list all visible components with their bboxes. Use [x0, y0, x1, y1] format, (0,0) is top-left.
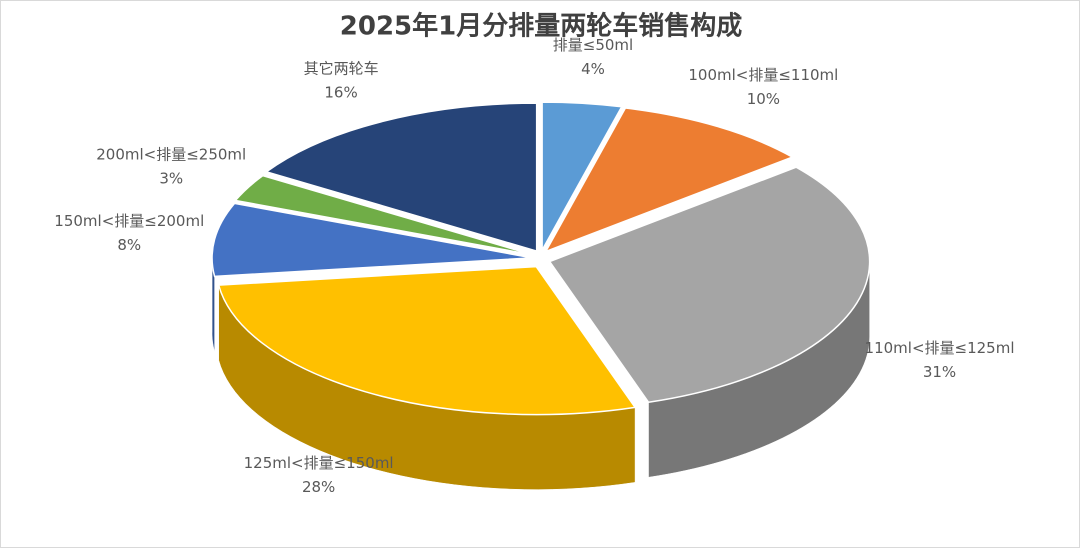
- slice-label: 200ml<排量≤250ml: [96, 145, 246, 163]
- value-label: 28%: [302, 478, 335, 496]
- value-label: 8%: [117, 236, 141, 254]
- value-label: 3%: [159, 169, 183, 187]
- pie-slice: [548, 166, 871, 404]
- value-label: 31%: [923, 363, 956, 381]
- slice-label: 其它两轮车: [304, 60, 379, 78]
- slice-label: 150ml<排量≤200ml: [54, 212, 204, 230]
- pie-slice: [217, 265, 637, 416]
- slice-label: 125ml<排量≤150ml: [244, 454, 394, 472]
- chart-title: 2025年1月分排量两轮车销售构成: [340, 11, 742, 42]
- pie-slice: [541, 101, 623, 253]
- pie-slice: [264, 102, 538, 253]
- pie-slice: [544, 107, 795, 253]
- value-label: 4%: [581, 60, 605, 78]
- slice-label: 110ml<排量≤125ml: [865, 339, 1015, 357]
- value-label: 16%: [324, 84, 357, 102]
- slice-label: 100ml<排量≤110ml: [688, 66, 838, 84]
- value-label: 10%: [747, 90, 780, 108]
- pie-slice: [234, 174, 534, 256]
- pie-slice: [211, 202, 533, 278]
- slice-label: 排量≤50ml: [553, 36, 633, 54]
